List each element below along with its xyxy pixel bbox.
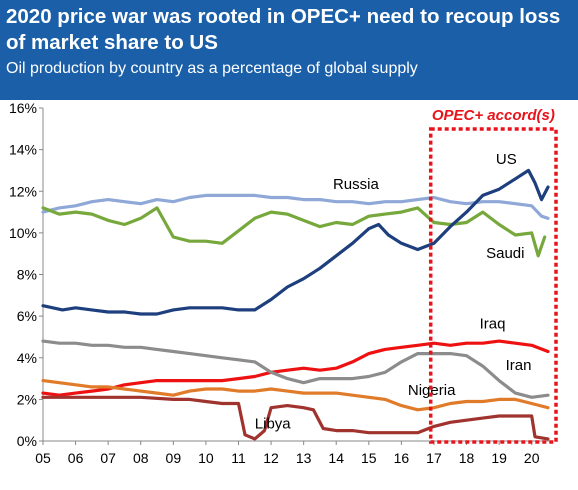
series-line-iraq [41,339,550,397]
opec-accord-box [428,127,558,444]
x-tick-label: 12 [263,450,279,466]
series-line-saudi [41,206,547,258]
chart-header: 2020 price war was rooted in OPEC+ need … [0,0,578,100]
y-tick-label: 14% [9,142,37,158]
x-tick-label: 18 [459,450,475,466]
series-label-libya: Libya [255,416,292,433]
y-tick-label: 8% [17,267,37,283]
series-label-iraq: Iraq [480,316,506,333]
x-tick-label: 19 [491,450,507,466]
y-tick-label: 2% [17,391,37,407]
x-tick-label: 10 [198,450,214,466]
x-tick-label: 15 [361,450,377,466]
y-tick-label: 6% [17,308,37,324]
x-tick-label: 11 [231,450,246,466]
series-label-iran: Iran [506,357,532,374]
x-tick-label: 06 [68,450,84,466]
x-tick-label: 09 [166,450,182,466]
x-tick-label: 17 [426,450,442,466]
x-tick-label: 16 [394,450,410,466]
x-tick-label: 20 [524,450,540,466]
y-tick-label: 4% [17,350,37,366]
x-tick-label: 08 [133,450,149,466]
series-line-libya [41,395,550,441]
series-line-us [41,168,550,316]
series-line-iran [41,339,550,399]
x-tick-label: 07 [100,450,116,466]
series-label-us: US [496,151,517,168]
series-label-saudi: Saudi [486,245,524,262]
series-line-nigeria [41,379,550,412]
chart-title: 2020 price war was rooted in OPEC+ need … [6,5,561,54]
chart-subtitle: Oil production by country as a percentag… [6,60,418,77]
x-tick-label: 13 [296,450,312,466]
series-label-russia: Russia [333,176,380,193]
x-tick-label: 05 [35,450,51,466]
series-label-nigeria: Nigeria [408,382,456,399]
opec-accord-label: OPEC+ accord(s) [432,107,555,124]
y-tick-label: 12% [9,183,37,199]
y-tick-label: 10% [9,225,37,241]
y-tick-label: 16% [9,100,37,116]
y-tick-label: 0% [17,433,37,449]
x-tick-label: 14 [328,450,344,466]
